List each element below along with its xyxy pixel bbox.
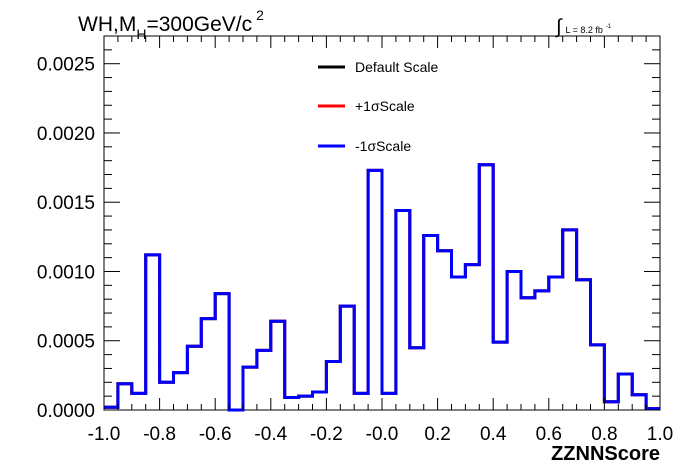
legend: Default Scale +1σScale -1σScale xyxy=(318,59,438,154)
x-axis: -1.0 -0.8 -0.6 -0.4 -0.2 -0.0 0.2 0.4 0.6 0.8 1.0 xyxy=(88,36,673,445)
x-tick-label: 1.0 xyxy=(647,424,673,445)
y-tick-label: 0.0000 xyxy=(37,401,95,422)
integral-symbol: ∫ xyxy=(555,16,563,38)
series-line-2 xyxy=(104,163,660,412)
chart-title-rest: =300GeV/c xyxy=(146,13,252,36)
y-tick-label: 0.0010 xyxy=(37,262,95,283)
x-tick-label: -0.2 xyxy=(310,424,343,445)
x-tick-label: -0.8 xyxy=(143,424,176,445)
legend-label-plus1sigma: +1σScale xyxy=(355,98,415,114)
chart-title-main: WH,M xyxy=(78,13,136,36)
chart-title: WH,MH=300GeV/c 2 xyxy=(78,7,264,42)
luminosity-label: ∫ L = 8.2 fb -1 xyxy=(555,16,612,38)
x-tick-label: -0.6 xyxy=(199,424,232,445)
y-tick-label: 0.0025 xyxy=(37,55,95,76)
luminosity-superscript: -1 xyxy=(606,24,612,30)
x-tick-label: -0.0 xyxy=(366,424,399,445)
x-tick-label: -1.0 xyxy=(88,424,121,445)
luminosity-text: L = 8.2 fb xyxy=(565,25,602,35)
chart-title-subscript: H xyxy=(136,26,146,42)
x-tick-label: 0.6 xyxy=(536,424,562,445)
x-tick-label: 0.2 xyxy=(424,424,450,445)
chart-title-superscript: 2 xyxy=(256,7,264,23)
y-tick-label: 0.0020 xyxy=(37,124,95,145)
x-axis-title: ZZNNScore xyxy=(551,443,660,465)
x-tick-label: -0.4 xyxy=(254,424,287,445)
y-tick-label: 0.0005 xyxy=(37,332,95,353)
y-tick-label: 0.0015 xyxy=(37,193,95,214)
x-tick-label: 0.8 xyxy=(591,424,617,445)
legend-label-minus1sigma: -1σScale xyxy=(355,138,411,154)
y-axis: 0.0000 0.0005 0.0010 0.0015 0.0020 0.0025 xyxy=(37,35,660,422)
legend-label-default: Default Scale xyxy=(355,59,438,75)
series-layer xyxy=(104,163,660,412)
x-tick-label: 0.4 xyxy=(480,424,507,445)
